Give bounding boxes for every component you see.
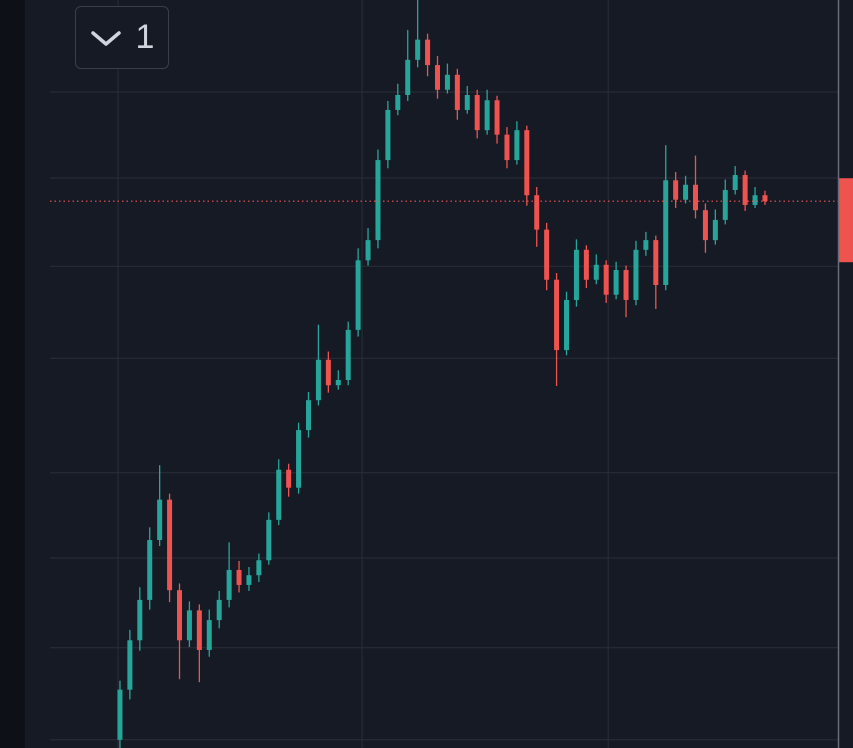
last-price-tag xyxy=(839,178,853,263)
candle-body xyxy=(216,599,222,621)
candle-body xyxy=(256,560,262,576)
candle-body xyxy=(186,610,192,641)
candle-body xyxy=(296,430,302,488)
candle-body xyxy=(395,94,401,110)
candle-body xyxy=(722,189,728,220)
candle-body xyxy=(663,180,669,285)
candle-body xyxy=(752,195,758,205)
candle-body xyxy=(415,39,421,60)
candle-body xyxy=(573,249,579,300)
candle-body xyxy=(623,270,629,300)
candle-body xyxy=(454,74,460,110)
side-panel xyxy=(0,0,25,748)
candle-body xyxy=(673,180,679,200)
candle-body xyxy=(246,575,252,585)
candle-body xyxy=(732,175,738,190)
interval-label: 1 xyxy=(135,18,155,56)
candle-body xyxy=(355,260,361,330)
candle-body xyxy=(474,94,480,131)
candle-body xyxy=(653,240,659,285)
candle-body xyxy=(405,59,411,95)
candle-body xyxy=(117,689,123,740)
candle-body xyxy=(603,264,609,295)
candle-body xyxy=(167,499,173,591)
candle-body xyxy=(176,590,182,641)
candle-body xyxy=(305,400,311,431)
candle-body xyxy=(534,195,540,230)
candle-body xyxy=(127,640,133,690)
candle-body xyxy=(742,175,748,205)
candle-body xyxy=(693,184,699,211)
candle-body xyxy=(504,134,510,161)
candle-body xyxy=(683,184,689,200)
candle-body xyxy=(762,195,768,202)
candle-body xyxy=(425,39,431,66)
candle-body xyxy=(484,100,490,131)
candle-body xyxy=(365,240,371,261)
candle-body xyxy=(335,379,341,386)
candle-body xyxy=(206,620,212,651)
candle-body xyxy=(613,270,619,295)
candle-body xyxy=(494,100,500,135)
candle-body xyxy=(524,130,530,196)
candle-body xyxy=(514,130,520,161)
candle-body xyxy=(236,569,242,585)
candle-body xyxy=(157,499,163,541)
candle-body xyxy=(345,329,351,380)
candle-body xyxy=(435,65,441,90)
candle-body xyxy=(266,519,272,561)
candle-body xyxy=(554,279,560,351)
candle-body xyxy=(444,74,450,90)
candle-body xyxy=(593,264,599,280)
candle-body xyxy=(375,160,381,241)
candle-body xyxy=(544,229,550,280)
candle-body xyxy=(147,540,153,600)
interval-button[interactable]: 1 xyxy=(75,6,169,69)
chevron-icon xyxy=(90,30,121,46)
candle-body xyxy=(196,610,202,651)
candle-body xyxy=(702,210,708,241)
candle-body xyxy=(276,469,282,520)
candle-body xyxy=(226,569,232,600)
candle-body xyxy=(712,219,718,241)
candle-body xyxy=(564,299,570,351)
candle-body xyxy=(286,469,292,488)
candle-body xyxy=(385,109,391,161)
candle-body xyxy=(583,249,589,280)
candle-body xyxy=(137,599,143,641)
candle-body xyxy=(325,359,331,386)
candle-body xyxy=(464,94,470,110)
candle-body xyxy=(643,240,649,250)
candle-body xyxy=(315,359,321,401)
candle-body xyxy=(633,249,639,300)
